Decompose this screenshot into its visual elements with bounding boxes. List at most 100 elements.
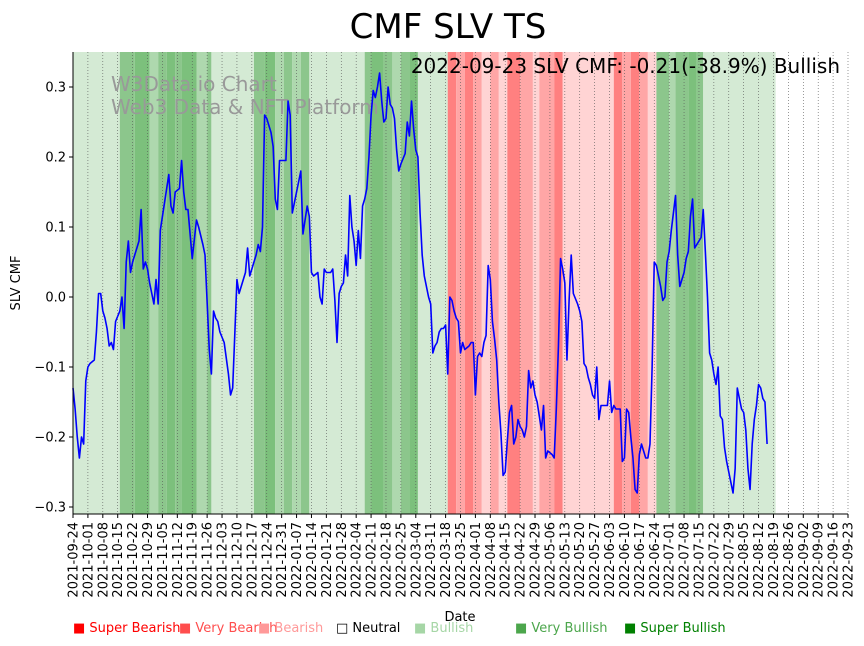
- band-29: [481, 52, 491, 514]
- legend-item-bearish: ■ Bearish: [258, 621, 324, 636]
- band-27: [464, 52, 474, 514]
- legend-item-very-bearish: ■ Very Bearish: [179, 621, 278, 636]
- band-38: [613, 52, 623, 514]
- x-tick-label: 2021-11-05: [156, 522, 171, 598]
- band-11: [253, 52, 265, 514]
- x-tick-label: 2022-04-22: [514, 522, 529, 598]
- band-33: [520, 52, 533, 514]
- signal-bands: [73, 52, 776, 514]
- band-14: [283, 52, 293, 514]
- x-axis-ticks: 2021-09-24 2021-10-01 2021-10-08 2021-10-15…: [67, 514, 857, 598]
- y-tick-label: −0.3: [34, 501, 66, 516]
- x-tick-label: 2021-11-19: [186, 522, 201, 598]
- y-axis-label: SLV CMF: [9, 256, 24, 311]
- band-30: [490, 52, 499, 514]
- band-47: [696, 52, 704, 514]
- band-46: [688, 52, 697, 514]
- x-tick-label: 2022-05-27: [588, 522, 603, 598]
- latest-value-annotation: 2022-09-23 SLV CMF: -0.21(-38.9%) Bullis…: [411, 54, 840, 78]
- x-tick-label: 2021-11-12: [171, 522, 186, 598]
- y-tick-label: 0.1: [45, 221, 66, 236]
- band-35: [539, 52, 555, 514]
- x-tick-label: 2021-10-15: [111, 522, 126, 598]
- x-tick-label: 2022-08-12: [752, 522, 767, 598]
- x-tick-label: 2022-04-29: [529, 522, 544, 598]
- band-23: [409, 52, 418, 514]
- band-7: [181, 52, 197, 514]
- legend-item-neutral: □ Neutral: [336, 621, 401, 636]
- x-tick-label: 2022-09-23: [842, 522, 857, 598]
- x-tick-label: 2022-01-28: [335, 522, 350, 598]
- x-tick-label: 2022-04-08: [484, 522, 499, 598]
- band-40: [630, 52, 640, 514]
- x-tick-label: 2022-02-11: [365, 522, 380, 598]
- y-tick-label: −0.2: [34, 431, 66, 446]
- y-axis-ticks: −0.3 −0.2 −0.1 0.0 0.1 0.2 0.3: [34, 81, 73, 516]
- x-tick-label: 2021-12-03: [216, 522, 231, 598]
- x-tick-label: 2022-02-18: [379, 522, 394, 598]
- x-tick-label: 2021-12-17: [245, 522, 260, 598]
- x-tick-label: 2022-06-24: [648, 522, 663, 598]
- x-tick-label: 2022-01-07: [290, 522, 305, 598]
- y-tick-label: −0.1: [34, 361, 66, 376]
- x-tick-label: 2022-09-09: [812, 522, 827, 598]
- x-tick-label: 2022-04-01: [469, 522, 484, 598]
- band-12: [264, 52, 276, 514]
- x-tick-label: 2021-10-08: [96, 522, 111, 598]
- x-tick-label: 2021-11-26: [201, 522, 216, 598]
- x-tick-label: 2022-06-10: [618, 522, 633, 598]
- watermark: W3Data.io Chart Web3 Data & NFT Platform: [111, 72, 379, 119]
- legend-item-super-bearish: ■ Super Bearish: [73, 621, 181, 636]
- x-tick-label: 2022-03-25: [454, 522, 469, 598]
- band-13: [275, 52, 284, 514]
- band-39: [622, 52, 631, 514]
- band-37: [562, 52, 614, 514]
- y-tick-label: 0.3: [45, 81, 66, 96]
- x-tick-label: 2022-07-01: [663, 522, 678, 598]
- y-tick-label: 0.2: [45, 151, 66, 166]
- band-10: [211, 52, 254, 514]
- legend: ■ Super Bearish ■ Very Bearish ■ Bearish □ …: [0, 621, 864, 639]
- x-tick-label: 2022-06-17: [633, 522, 648, 598]
- x-tick-label: 2022-04-15: [499, 522, 514, 598]
- band-18: [364, 52, 372, 514]
- band-44: [669, 52, 676, 514]
- x-tick-label: 2021-12-31: [275, 522, 290, 598]
- x-tick-label: 2022-07-22: [707, 522, 722, 598]
- x-tick-label: 2022-03-11: [424, 522, 439, 598]
- x-tick-label: 2022-07-15: [692, 522, 707, 598]
- band-2: [134, 52, 150, 514]
- watermark-line-2: Web3 Data & NFT Platform: [111, 95, 379, 119]
- legend-item-super-bullish: ■ Super Bullish: [624, 621, 726, 636]
- x-tick-label: 2022-08-26: [782, 522, 797, 598]
- x-tick-label: 2021-12-24: [260, 522, 275, 598]
- legend-item-very-bullish: ■ Very Bullish: [515, 621, 608, 636]
- x-tick-label: 2022-08-05: [737, 522, 752, 598]
- band-41: [639, 52, 648, 514]
- x-tick-label: 2022-08-19: [767, 522, 782, 598]
- x-tick-label: 2021-10-01: [81, 522, 96, 598]
- band-31: [498, 52, 508, 514]
- x-tick-label: 2022-05-06: [543, 522, 558, 598]
- x-tick-label: 2021-09-24: [67, 522, 82, 598]
- x-axis-label: Date: [444, 610, 475, 625]
- x-tick-label: 2022-03-18: [439, 522, 454, 598]
- band-34: [532, 52, 540, 514]
- band-1: [119, 52, 135, 514]
- series-line-0: [72, 72, 768, 494]
- band-9: [207, 52, 212, 514]
- band-16: [300, 52, 310, 514]
- band-48: [703, 52, 776, 514]
- band-28: [473, 52, 482, 514]
- x-tick-label: 2022-07-29: [722, 522, 737, 598]
- band-19: [371, 52, 384, 514]
- band-25: [447, 52, 457, 514]
- x-tick-label: 2022-07-08: [678, 522, 693, 598]
- watermark-line-1: W3Data.io Chart: [111, 72, 277, 96]
- x-tick-label: 2022-09-02: [797, 522, 812, 598]
- x-tick-label: 2021-12-10: [230, 522, 245, 598]
- band-42: [647, 52, 657, 514]
- band-24: [417, 52, 448, 514]
- vertical-gridlines: [72, 52, 849, 514]
- x-tick-label: 2022-02-04: [350, 522, 365, 598]
